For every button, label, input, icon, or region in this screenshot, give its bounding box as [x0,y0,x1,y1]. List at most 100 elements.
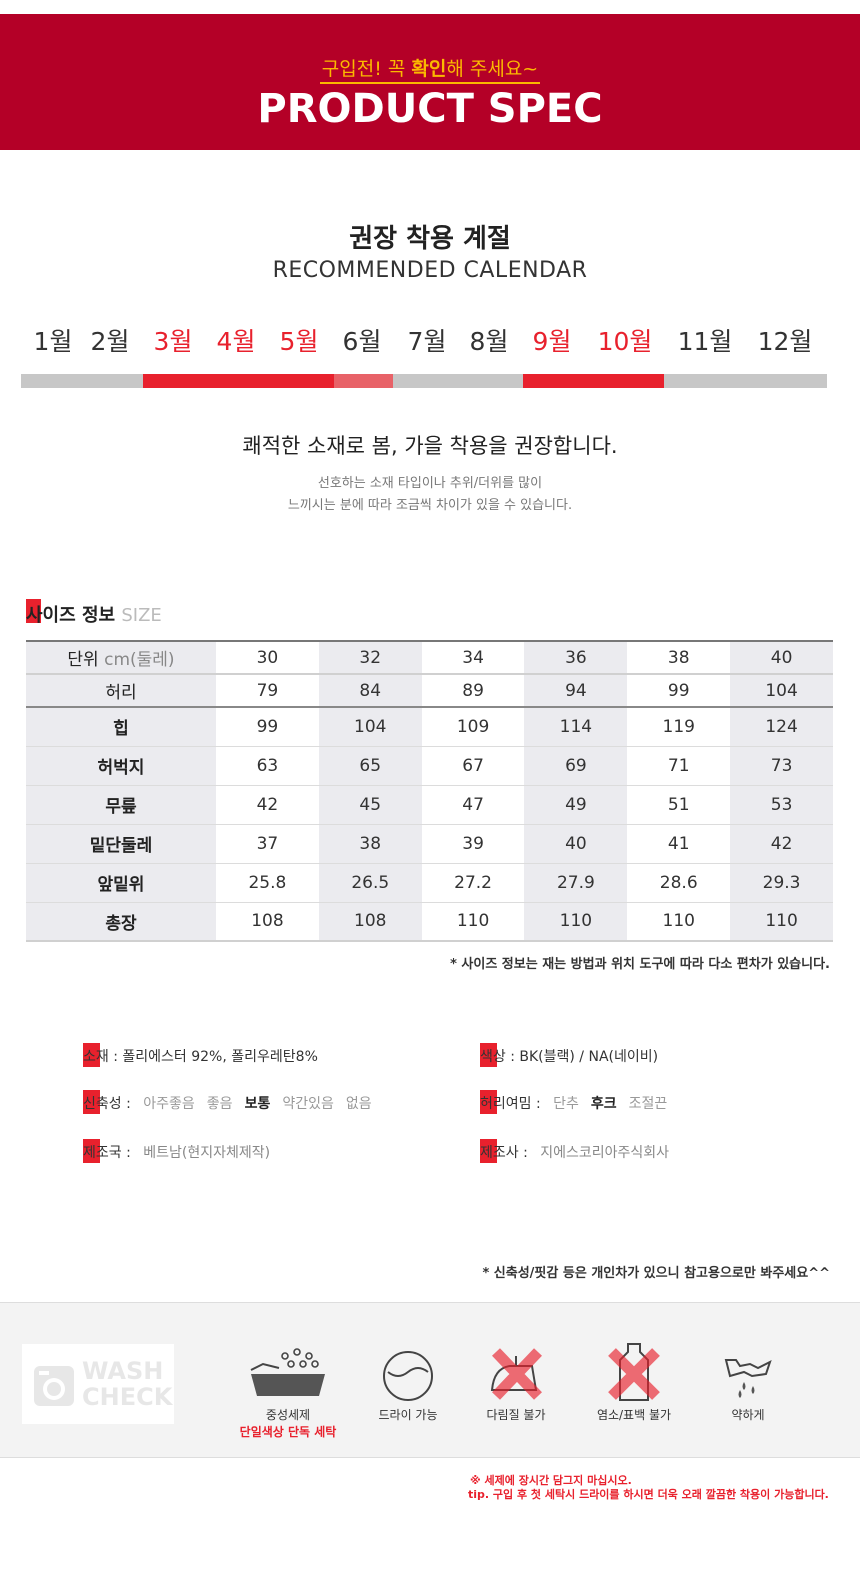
table-cell: 25.8 [216,863,319,903]
fabric-value: 폴리에스터 92%, 폴리우레탄8% [122,1049,318,1065]
no-iron-icon [490,1348,542,1400]
table-cell: 104 [318,707,422,747]
material-stretch: 신축성 : 아주좋음 좋음 보통 약간있음 없음 [83,1090,384,1114]
table-cell: 42 [730,824,833,864]
table-cell: 41 [627,824,731,864]
material-closure: 허리여밈 : 단추 후크 조절끈 [480,1090,679,1114]
table-row: 허리 79 84 89 94 99 104 [26,673,833,708]
table-cell: 67 [421,746,525,786]
table-cell: 26.5 [318,863,422,903]
table-cell: 49 [524,785,628,825]
material-fabric: 소재 : 폴리에스터 92%, 폴리우레탄8% [83,1043,318,1067]
maker-label: 제조사 : [480,1145,528,1161]
table-cell: 99 [216,707,319,747]
table-cell: 99 [627,673,731,708]
size-col: 40 [730,640,833,675]
section-marker [26,599,41,623]
detergent-caption-red: 단일색상 단독 세탁 [239,1425,337,1439]
table-cell: 109 [421,707,525,747]
header-title: PRODUCT SPEC [257,86,603,132]
calendar-title: 권장 착용 계절 [349,224,511,254]
stretch-option: 아주좋음 [143,1096,195,1112]
unit-value: cm(둘레) [104,650,175,670]
section-marker [480,1139,497,1163]
row-label: 힙 [26,707,216,747]
table-cell: 108 [318,902,422,942]
calendar-bar-off-2 [393,374,523,388]
table-cell: 39 [421,824,525,864]
detergent-basin-icon [250,1348,325,1396]
table-cell: 110 [524,902,628,942]
section-marker [480,1090,497,1114]
table-row: 허벅지 63 65 67 69 71 73 [26,746,833,786]
month-12: 12월 [757,327,813,356]
table-row: 앞밑위 25.8 26.5 27.2 27.9 28.6 29.3 [26,863,833,903]
table-cell: 37 [216,824,319,864]
table-cell: 27.9 [524,863,628,903]
table-cell: 71 [627,746,731,786]
stretch-option: 보통 [244,1096,271,1112]
size-col: 30 [216,640,319,675]
table-cell: 94 [524,673,628,708]
month-6: 6월 [342,327,382,356]
size-col: 32 [318,640,422,675]
row-label: 밑단둘레 [26,824,216,864]
origin-value: 베트남(현지자체제작) [143,1145,271,1161]
table-cell: 119 [627,707,731,747]
wash-caption-iron: 다림질 불가 [486,1408,546,1422]
wash-notice-line2: tip. 구입 후 첫 세탁시 드라이를 하시면 더욱 오래 깔끔한 착용이 가… [468,1488,829,1501]
stretch-option: 없음 [345,1096,372,1112]
color-label: 색상 : [480,1049,515,1065]
table-row: 힙 99 104 109 114 119 124 [26,707,833,747]
origin-label: 제조국 : [83,1145,131,1161]
table-cell: 42 [216,785,319,825]
table-cell: 69 [524,746,628,786]
wash-caption-detergent: 중성세제 단일색상 단독 세탁 [218,1406,358,1440]
month-3: 3월 [153,327,193,356]
section-marker [83,1090,100,1114]
fabric-label: 소재 : [83,1049,118,1065]
table-cell: 47 [421,785,525,825]
table-cell: 53 [730,785,833,825]
row-label: 총장 [26,902,216,942]
row-label: 허벅지 [26,746,216,786]
table-cell: 73 [730,746,833,786]
material-color: 색상 : BK(블랙) / NA(네이비) [480,1043,658,1067]
unit-label: 단위 [67,650,99,670]
wash-notice-line1: ※ 세제에 장시간 담그지 마십시오. [470,1474,632,1487]
closure-option: 조절끈 [628,1096,668,1112]
no-bleach-icon [608,1343,660,1401]
month-2: 2월 [90,327,130,356]
wash-check-logo: WASH CHECK [22,1344,174,1424]
section-marker [83,1043,100,1067]
month-7: 7월 [407,327,447,356]
month-9: 9월 [532,327,572,356]
washing-machine-icon [34,1366,74,1406]
material-footnote: * 신축성/핏감 등은 개인차가 있으니 참고용으로만 봐주세요^^ [482,1266,830,1281]
size-label: 사이즈 정보 [26,605,116,626]
table-cell: 110 [627,902,731,942]
table-cell: 79 [216,673,319,708]
size-col: 36 [524,640,628,675]
size-table-header: 단위 cm(둘레) 30 32 34 36 38 40 [26,640,833,675]
stretch-label: 신축성 : [83,1096,131,1112]
calendar-subtitle: RECOMMENDED CALENDAR [272,258,588,283]
size-footnote: * 사이즈 정보는 재는 방법과 위치 도구에 따라 다소 편차가 있습니다. [450,957,830,972]
table-cell: 28.6 [627,863,731,903]
month-1: 1월 [33,327,73,356]
table-row: 밑단둘레 37 38 39 40 41 42 [26,824,833,864]
section-marker [83,1139,100,1163]
season-note-line1: 선호하는 소재 타입이나 추위/더위를 많이 [317,476,543,491]
weak-wash-icon [724,1359,772,1398]
table-row: 총장 108 108 110 110 110 110 [26,902,833,942]
size-label-en: SIZE [121,605,162,626]
table-cell: 40 [524,824,628,864]
header-subtitle-c: 해 주세요~ [446,58,539,80]
size-section-label: 사이즈 정보 SIZE [26,599,162,627]
wash-logo-line1: WASH [82,1357,164,1385]
table-cell: 27.2 [421,863,525,903]
table-row: 무릎 42 45 47 49 51 53 [26,785,833,825]
stretch-option: 약간있음 [282,1096,334,1112]
table-cell: 114 [524,707,628,747]
wash-caption-dry: 드라이 가능 [378,1408,438,1422]
